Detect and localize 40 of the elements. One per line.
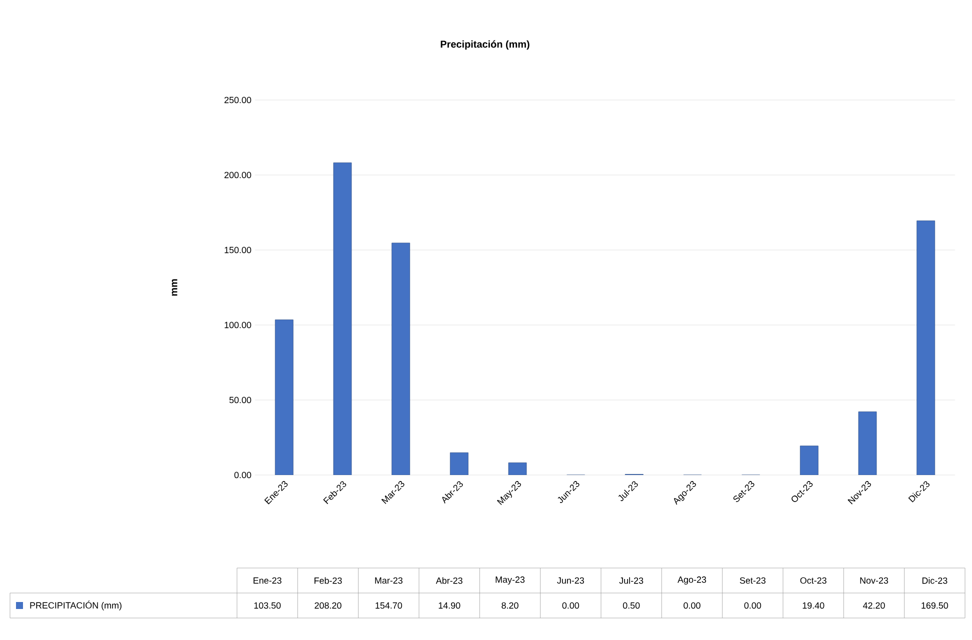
bar [392, 242, 410, 475]
category-label: Mar-23 [375, 577, 402, 584]
data-label: 0.00 [562, 602, 580, 609]
data-label: 0.00 [684, 602, 700, 609]
category-label: Ene-23 [254, 577, 282, 584]
bar [333, 162, 352, 475]
bar [450, 452, 468, 475]
category-label: May-23 [496, 576, 525, 585]
data-label: 0.00 [744, 602, 762, 609]
legend-label: PRECIPITACIÓN (mm) [30, 600, 122, 610]
data-label: 42.20 [862, 602, 885, 609]
chart-title: Precipitación (mm) [440, 40, 530, 50]
y-axis-title: mm [172, 279, 178, 296]
y-tick-label: 150.00 [224, 246, 252, 254]
data-label: 208.20 [314, 602, 342, 609]
category-label: Dic-23 [922, 577, 948, 584]
category-label: Ago-23 [678, 576, 706, 585]
y-tick-label: 0.00 [234, 472, 252, 478]
y-tick-label: 250.00 [224, 96, 252, 104]
data-label: 14.90 [438, 602, 460, 609]
category-label: Jun-23 [557, 577, 584, 584]
category-label: Oct-23 [800, 577, 826, 584]
y-tick-label: 100.00 [224, 322, 252, 328]
data-label: 103.50 [254, 602, 281, 609]
data-label: 19.40 [802, 602, 824, 609]
data-label: 0.50 [622, 602, 640, 609]
category-label: Feb-23 [314, 577, 342, 584]
bar [858, 412, 877, 475]
y-tick-label: 50.00 [229, 396, 252, 404]
bar [274, 320, 294, 475]
y-tick-label: 200.00 [224, 172, 252, 178]
category-label: Abr-23 [436, 577, 462, 584]
data-label: 154.70 [376, 602, 402, 609]
bar [916, 220, 936, 475]
data-label: 169.50 [922, 602, 948, 609]
category-label: Set-23 [740, 577, 766, 584]
bar [800, 446, 818, 475]
category-label: Nov-23 [860, 577, 888, 584]
data-label: 8.20 [502, 602, 518, 609]
category-label: Jul-23 [619, 577, 644, 584]
